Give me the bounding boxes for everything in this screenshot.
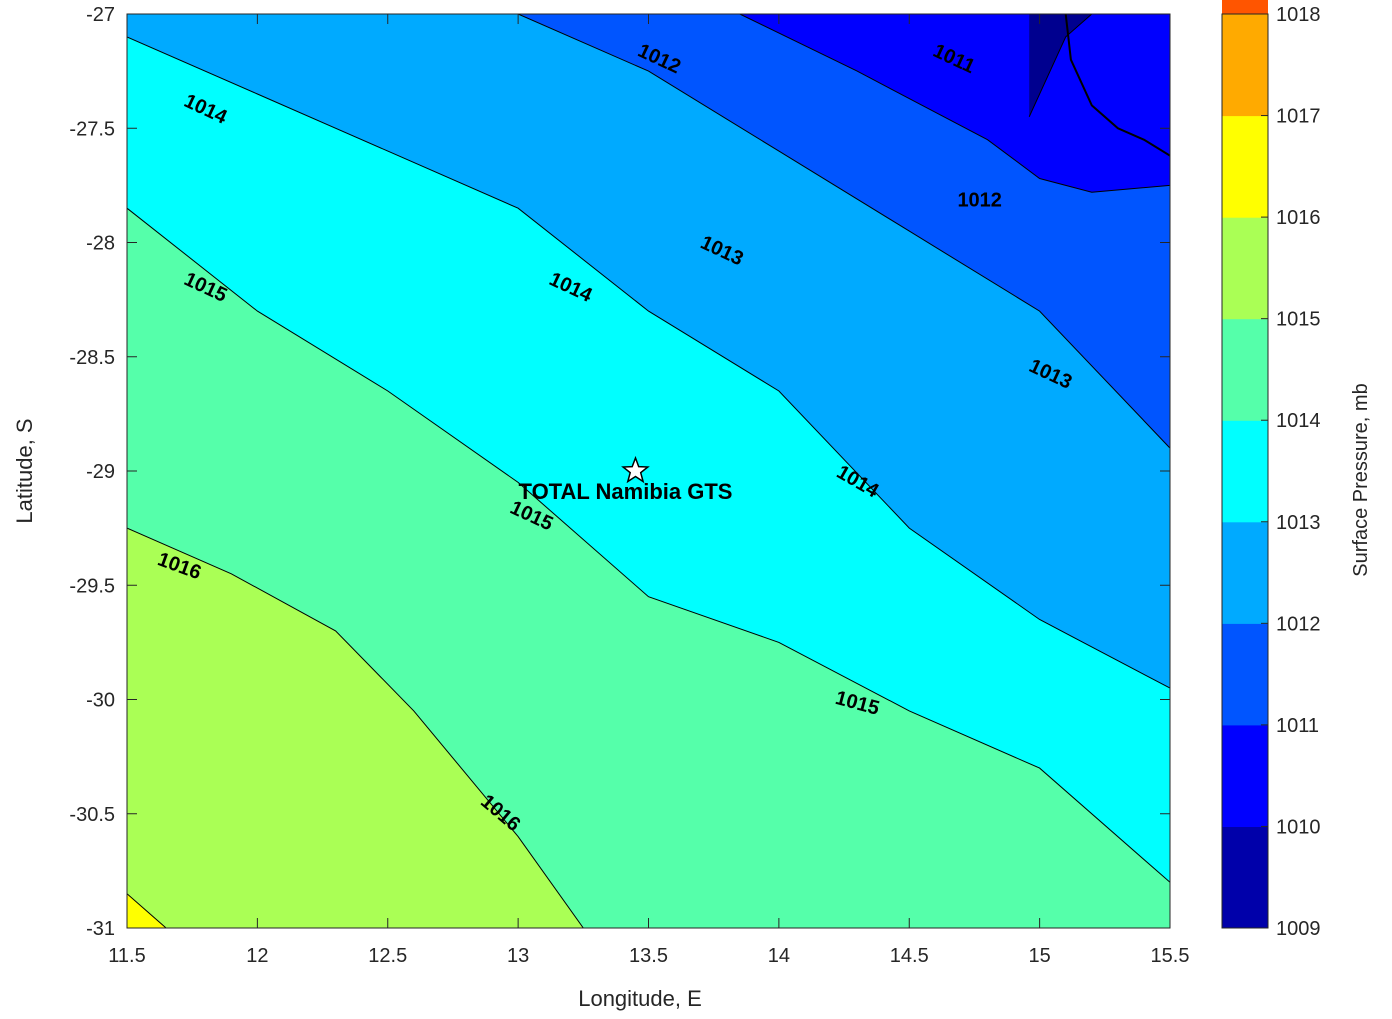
colorbar-segment [1222,0,1268,15]
colorbar-label: Surface Pressure, mb [1350,383,1372,576]
x-tick-label: 14 [768,945,790,967]
colorbar-tick-label: 1017 [1276,106,1321,128]
colorbar-segment [1222,420,1268,523]
contour-line-1011 [739,14,1170,193]
contour-line-1016 [127,893,167,928]
coastline [1064,14,1170,157]
colorbar-tick-label: 1016 [1276,207,1321,229]
colorbar-tick-label: 1015 [1276,309,1321,331]
x-tick-label: 12.5 [368,945,407,967]
x-tick-label: 11.5 [108,945,145,967]
colorbar-segment [1222,724,1268,827]
colorbar-tick-label: 1013 [1276,512,1321,534]
contour-label: 1012 [957,190,1002,212]
colorbar-tick-label: 1011 [1276,715,1319,737]
contour-line-1013 [127,36,1170,689]
y-tick-label: -29 [86,461,115,483]
colorbar-segment [1222,521,1268,624]
y-tick-label: -27.5 [69,118,115,140]
x-tick-label: 14.5 [890,945,929,967]
contour-band-1015 [127,14,1170,928]
colorbar-segment [1222,826,1268,929]
y-tick-label: -30 [86,690,115,712]
marker: TOTAL Namibia GTS [519,455,733,504]
colorbar-tick-label: 1018 [1276,4,1321,26]
contour-line-1012 [517,14,1170,449]
y-tick-label: -28.5 [69,347,115,369]
colorbar-segment [1222,115,1268,218]
colorbar-segment [1222,217,1268,320]
plot-area: 1011101210121013101310141014101410151015… [126,13,1171,929]
y-tick-label: -30.5 [69,804,115,826]
x-axis: 11.5 12 12.5 13 13.5 14 14.5 15 15.5 [108,14,1189,967]
x-tick-label: 13 [507,945,529,967]
colorbar-tick-label: 1012 [1276,613,1321,635]
contour-bands [127,14,1170,928]
colorbar-segment [1222,14,1268,117]
x-tick-label: 15.5 [1151,945,1190,967]
colorbar-tick-label: 1010 [1276,816,1321,838]
x-tick-label: 12 [246,945,268,967]
marker-label: TOTAL Namibia GTS [519,479,733,504]
y-tick-label: -31 [86,918,115,940]
y-axis: -27 -27.5 -28 -28.5 -29 -29.5 -30 -30.5 -31 [69,4,1170,940]
colorbar-frame [1221,13,1269,929]
colorbar-tick-label: 1009 [1276,918,1321,940]
contour-line-1015 [127,527,584,928]
x-tick-label: 13.5 [629,945,668,967]
colorbar-segment [1222,318,1268,421]
colorbar-tick-label: 1014 [1276,410,1321,432]
coastline-line [1064,14,1170,157]
y-tick-label: -28 [86,233,115,255]
star-icon [621,455,650,484]
y-axis-label: Latitude, S [12,418,37,523]
contour-line-1014 [127,207,1170,883]
colorbar-segment [1222,623,1268,726]
colorbar: 1009 1010 1011 1012 1013 1014 1015 1016 1017 1018 [1221,0,1321,940]
y-tick-label: -27 [86,4,115,26]
x-tick-label: 15 [1029,945,1051,967]
x-axis-label: Longitude, E [578,986,702,1011]
y-tick-label: -29.5 [69,575,115,597]
contour-line-1010 [1028,14,1093,118]
